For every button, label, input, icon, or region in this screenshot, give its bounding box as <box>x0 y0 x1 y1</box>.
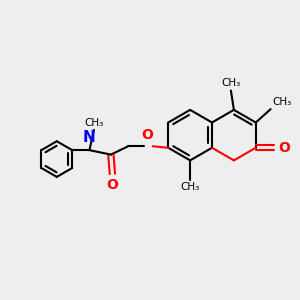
Text: N: N <box>82 130 95 145</box>
Text: O: O <box>278 141 290 155</box>
Text: CH₃: CH₃ <box>181 182 200 192</box>
Text: CH₃: CH₃ <box>221 78 241 88</box>
Text: O: O <box>106 178 118 192</box>
Text: CH₃: CH₃ <box>272 97 291 107</box>
Text: CH₃: CH₃ <box>84 118 104 128</box>
Text: O: O <box>142 128 153 142</box>
